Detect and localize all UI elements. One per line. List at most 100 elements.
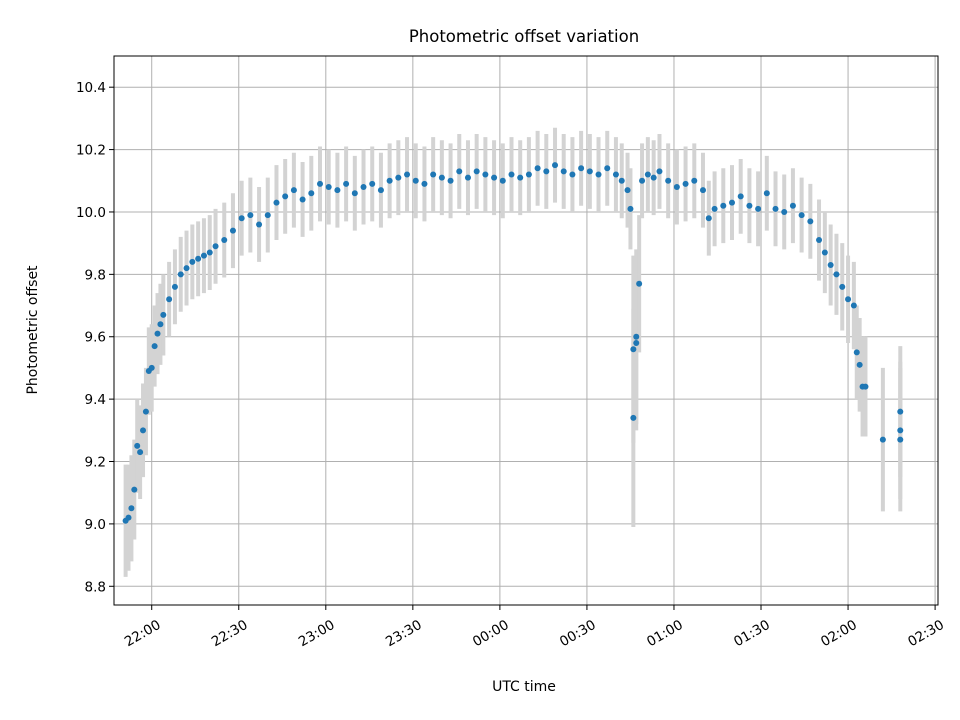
data-point bbox=[360, 184, 367, 191]
x-tick-label: 01:30 bbox=[731, 617, 773, 650]
data-point bbox=[473, 168, 480, 175]
data-point bbox=[639, 177, 646, 184]
data-point bbox=[763, 190, 770, 197]
x-tick-label: 00:00 bbox=[470, 617, 512, 650]
data-point bbox=[897, 408, 904, 415]
data-point bbox=[290, 187, 297, 194]
data-point bbox=[183, 265, 190, 272]
data-point bbox=[430, 171, 437, 178]
data-point bbox=[636, 280, 643, 287]
data-point bbox=[299, 196, 306, 203]
data-point bbox=[464, 174, 471, 181]
data-point bbox=[627, 205, 634, 212]
data-point bbox=[125, 514, 132, 521]
data-point bbox=[369, 180, 376, 187]
data-point bbox=[853, 349, 860, 356]
data-point bbox=[552, 162, 559, 169]
y-tick-label: 9.8 bbox=[85, 267, 106, 283]
data-point bbox=[633, 333, 640, 340]
data-point bbox=[630, 346, 637, 353]
data-point bbox=[586, 168, 593, 175]
data-point bbox=[447, 177, 454, 184]
x-axis-label: UTC time bbox=[492, 679, 556, 695]
x-tick-label: 02:00 bbox=[818, 617, 860, 650]
x-tick-label: 23:00 bbox=[296, 617, 338, 650]
x-axis: 22:00 22:30 23:00 23:30 00:00 00:30 01:00 01:30… bbox=[122, 605, 947, 650]
data-point bbox=[154, 330, 161, 337]
data-point bbox=[317, 180, 323, 187]
data-point bbox=[134, 442, 141, 449]
data-point bbox=[212, 243, 219, 250]
data-point bbox=[177, 271, 184, 278]
data-point bbox=[699, 187, 706, 194]
data-point bbox=[160, 311, 167, 318]
data-point bbox=[845, 296, 852, 303]
y-tick-label: 10.2 bbox=[76, 143, 106, 159]
data-point bbox=[682, 180, 689, 187]
data-point bbox=[720, 202, 727, 209]
x-tick-label: 01:00 bbox=[644, 617, 686, 650]
plot-frame bbox=[113, 55, 939, 606]
data-point bbox=[412, 177, 419, 184]
x-tick-label: 02:30 bbox=[905, 617, 947, 650]
y-tick-label: 10.0 bbox=[76, 205, 106, 221]
data-point bbox=[656, 168, 663, 175]
data-point bbox=[308, 190, 315, 197]
data-point bbox=[850, 302, 857, 309]
data-point bbox=[499, 177, 506, 184]
data-point bbox=[665, 177, 672, 184]
data-point bbox=[151, 343, 158, 350]
data-point bbox=[256, 221, 263, 228]
data-point bbox=[395, 174, 402, 181]
x-tick-label: 00:30 bbox=[557, 617, 599, 650]
data-point bbox=[189, 258, 196, 265]
data-point bbox=[508, 171, 515, 178]
x-tick-label: 23:30 bbox=[383, 617, 425, 650]
data-point bbox=[491, 174, 498, 181]
data-point bbox=[264, 212, 271, 219]
data-point bbox=[746, 202, 753, 209]
data-point bbox=[833, 271, 840, 278]
x-tick-label: 22:00 bbox=[122, 617, 164, 650]
data-point bbox=[206, 249, 213, 256]
data-point bbox=[856, 361, 863, 368]
data-point bbox=[595, 171, 602, 178]
data-point bbox=[128, 505, 135, 512]
data-point bbox=[618, 177, 625, 184]
data-point bbox=[630, 414, 637, 421]
data-point bbox=[711, 205, 718, 212]
data-point bbox=[351, 190, 358, 197]
data-point bbox=[137, 449, 144, 456]
data-point bbox=[578, 165, 585, 172]
data-point bbox=[456, 168, 463, 175]
data-point bbox=[612, 171, 619, 178]
chart-title: Photometric offset variation bbox=[409, 27, 639, 46]
data-point bbox=[142, 408, 149, 415]
data-point bbox=[624, 187, 631, 194]
data-point bbox=[334, 187, 341, 194]
y-tick-label: 9.0 bbox=[85, 517, 106, 533]
data-point bbox=[438, 174, 445, 181]
data-point bbox=[729, 199, 735, 206]
data-point bbox=[560, 168, 567, 175]
data-point bbox=[229, 227, 236, 234]
data-point bbox=[238, 215, 245, 222]
y-tick-label: 9.2 bbox=[85, 455, 106, 471]
data-point bbox=[650, 174, 657, 181]
data-point bbox=[897, 436, 904, 443]
data-point bbox=[772, 205, 779, 212]
data-point bbox=[171, 283, 178, 290]
data-point bbox=[633, 339, 640, 346]
data-point bbox=[827, 261, 834, 268]
data-point bbox=[482, 171, 489, 178]
data-point bbox=[737, 193, 744, 200]
data-point bbox=[166, 296, 173, 303]
data-point bbox=[525, 171, 532, 178]
y-tick-label: 10.4 bbox=[76, 80, 106, 96]
data-point bbox=[247, 212, 254, 219]
data-point bbox=[517, 174, 524, 181]
data-point bbox=[673, 184, 680, 191]
data-point bbox=[807, 218, 814, 225]
